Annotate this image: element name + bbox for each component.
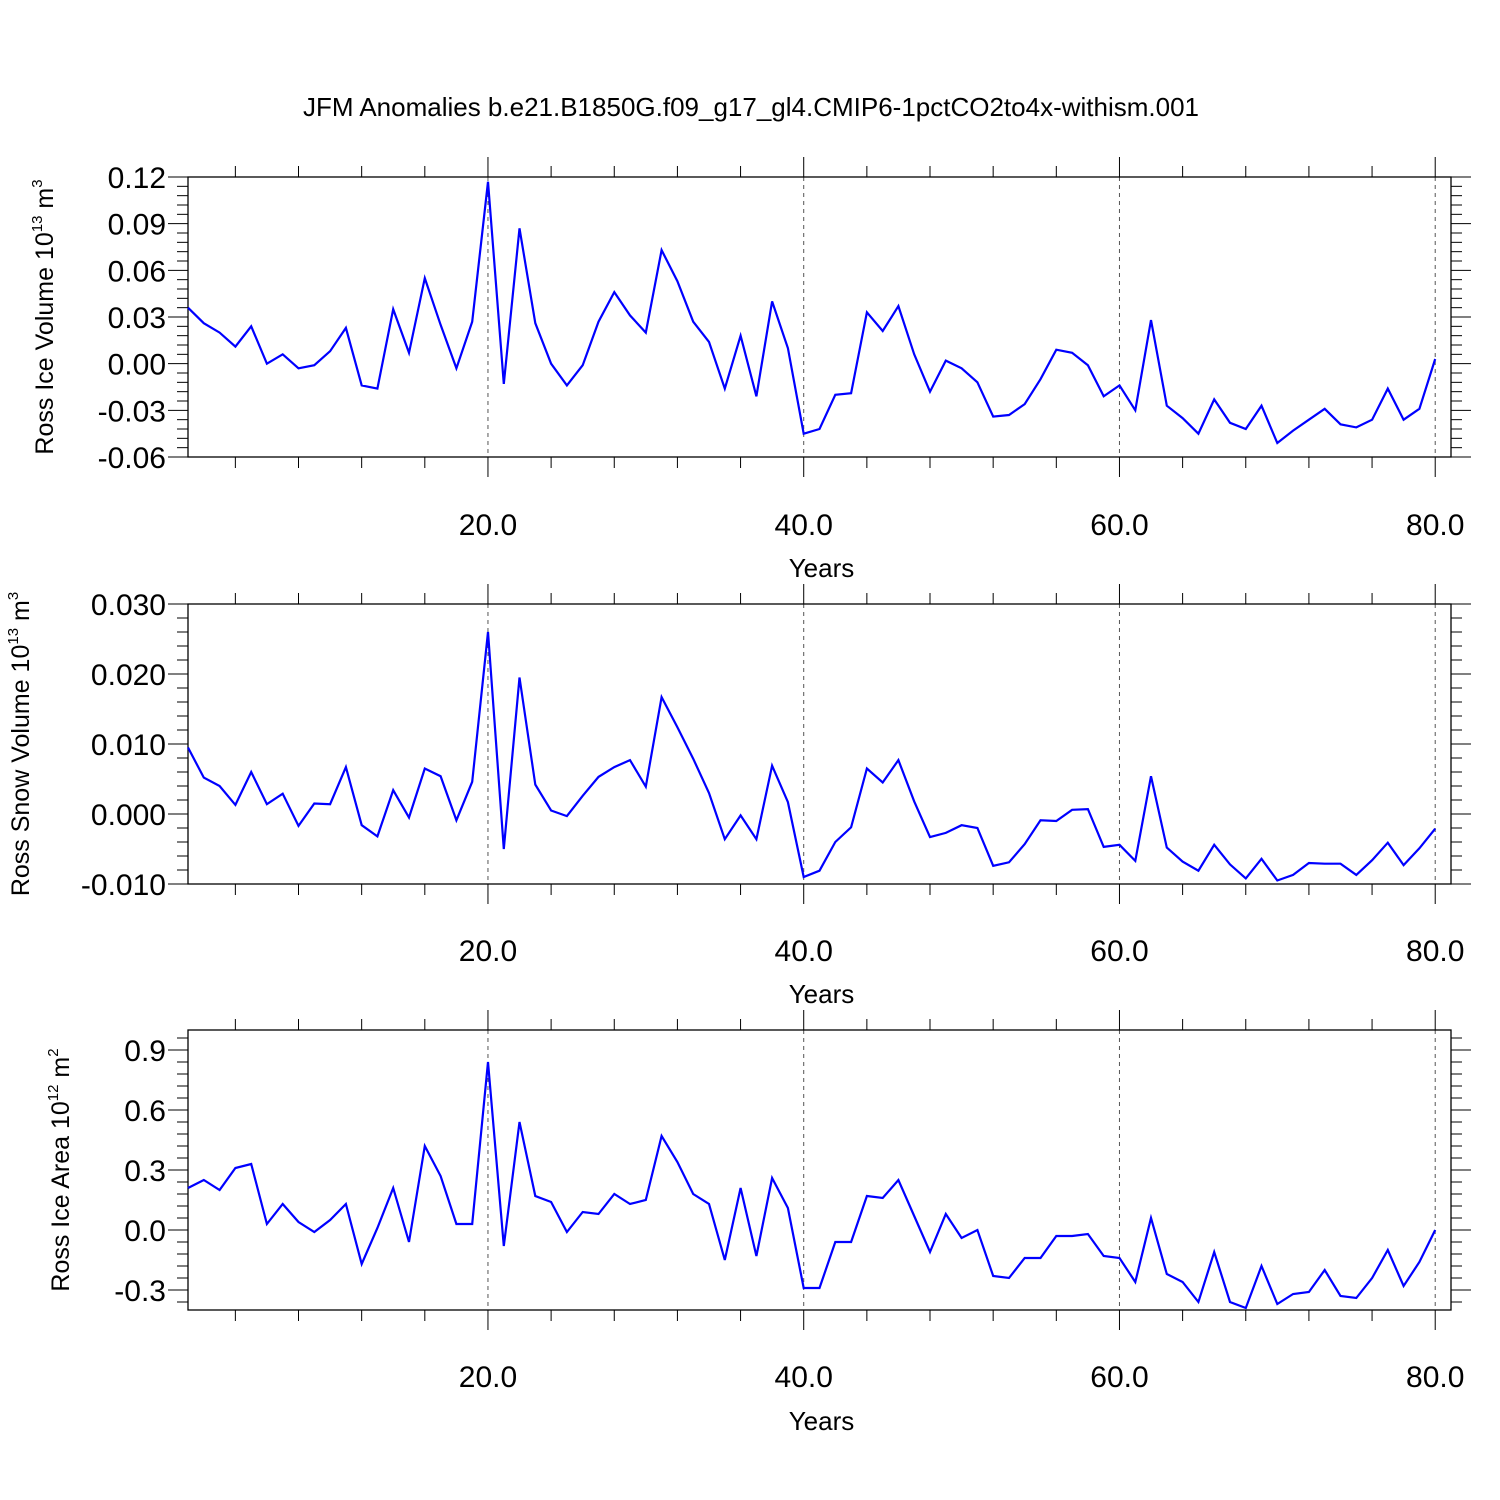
series-line <box>187 631 1437 882</box>
panels: -0.06 -0.03 0.00 0.03 0.06 0.09 0.12 20.0 40.0 60… <box>5 157 1471 1436</box>
x-tick-label: 80.0 <box>1406 935 1464 968</box>
x-tick-label: 20.0 <box>459 509 517 542</box>
x-tick-label: 40.0 <box>775 935 833 968</box>
plot-frame <box>187 603 1452 885</box>
y-tick-label: -0.06 <box>98 442 166 475</box>
y-tick-label: -0.03 <box>98 395 166 428</box>
y-tick-label: 0.06 <box>108 255 166 288</box>
series-line <box>187 1061 1437 1310</box>
panel-3: -0.3 0.0 0.3 0.6 0.9 20.0 40.0 60.0 80.0 Years Ros… <box>45 1010 1471 1436</box>
y-tick-label: -0.010 <box>81 869 166 902</box>
plot-frame <box>187 176 1452 458</box>
y-tick-label: 0.020 <box>91 659 166 692</box>
y-tick-label: 0.03 <box>108 302 166 335</box>
x-axis-label: Years <box>789 979 855 1009</box>
series-line <box>187 181 1437 445</box>
y-tick-label: 0.09 <box>108 209 166 242</box>
y-tick-label: 0.010 <box>91 729 166 762</box>
x-axis-label: Years <box>789 1406 855 1436</box>
y-tick-label: 0.030 <box>91 589 166 622</box>
x-tick-label: 60.0 <box>1090 935 1148 968</box>
y-tick-label: -0.3 <box>114 1275 166 1308</box>
x-tick-label: 60.0 <box>1090 509 1148 542</box>
y-axis-label: Ross Ice Volume 1013 m3 <box>29 179 59 454</box>
y-tick-label: 0.00 <box>108 349 166 382</box>
y-tick-label: 0.9 <box>124 1035 166 1068</box>
x-tick-label: 80.0 <box>1406 1361 1464 1394</box>
x-tick-label: 40.0 <box>775 1361 833 1394</box>
x-axis-label: Years <box>789 553 855 583</box>
y-tick-label: 0.3 <box>124 1155 166 1188</box>
x-tick-label: 40.0 <box>775 509 833 542</box>
y-tick-label: 0.6 <box>124 1095 166 1128</box>
panel-1: -0.06 -0.03 0.00 0.03 0.06 0.09 0.12 20.0 40.0 60… <box>29 157 1471 583</box>
y-tick-label: 0.12 <box>108 162 166 195</box>
y-tick-label: 0.0 <box>124 1215 166 1248</box>
y-axis-label: Ross Ice Area 1012 m2 <box>45 1048 75 1291</box>
x-tick-label: 60.0 <box>1090 1361 1148 1394</box>
x-tick-label: 20.0 <box>459 1361 517 1394</box>
x-tick-label: 20.0 <box>459 935 517 968</box>
chart-title: JFM Anomalies b.e21.B1850G.f09_g17_gl4.C… <box>303 92 1199 122</box>
x-tick-label: 80.0 <box>1406 509 1464 542</box>
y-axis-label: Ross Snow Volume 1013 m3 <box>5 592 35 896</box>
panel-2: -0.010 0.000 0.010 0.020 0.030 20.0 40.0 60.0 80… <box>5 584 1471 1009</box>
y-tick-label: 0.000 <box>91 799 166 832</box>
